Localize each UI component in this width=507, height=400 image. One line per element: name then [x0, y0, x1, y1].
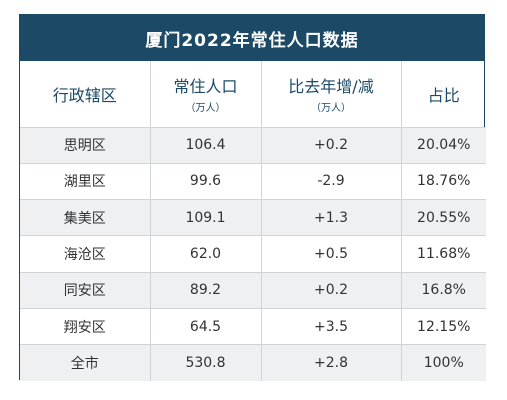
table-row: 湖里区 99.6 -2.9 18.76% [20, 162, 486, 201]
table-row: 思明区 106.4 +0.2 20.04% [20, 126, 486, 164]
population-cell: 64.5 [149, 307, 262, 346]
population-cell: 89.2 [149, 271, 262, 309]
change-cell: +2.8 [260, 344, 402, 382]
change-cell: +1.3 [260, 199, 402, 237]
change-cell: +0.2 [260, 271, 402, 309]
district-cell: 全市 [20, 344, 151, 382]
table-row: 海沧区 62.0 +0.5 11.68% [20, 235, 486, 273]
share-cell: 100% [400, 344, 486, 382]
district-cell: 翔安区 [20, 307, 151, 346]
share-cell: 20.55% [400, 199, 486, 237]
population-cell: 530.8 [149, 344, 262, 382]
population-table: 行政辖区 常住人口 （万人） 比去年增/减 （万人） 占比 思明区 106.4 +0.2… [20, 61, 486, 382]
header-district: 行政辖区 [20, 61, 151, 128]
district-cell: 湖里区 [20, 162, 151, 201]
table-row: 集美区 109.1 +1.3 20.55% [20, 199, 486, 237]
share-cell: 16.8% [400, 271, 486, 309]
table-row: 全市 530.8 +2.8 100% [20, 344, 486, 382]
header-change-label: 比去年增/减 [288, 77, 374, 97]
change-cell: -2.9 [260, 162, 402, 201]
change-cell: +0.5 [260, 235, 402, 273]
population-cell: 99.6 [149, 162, 262, 201]
share-cell: 20.04% [400, 126, 486, 164]
header-change: 比去年增/减 （万人） [260, 61, 402, 128]
district-cell: 集美区 [20, 199, 151, 237]
header-share: 占比 [400, 61, 486, 128]
district-cell: 思明区 [20, 126, 151, 164]
table-title: 厦门2022年常住人口数据 [20, 15, 484, 61]
header-population-label: 常住人口 [173, 77, 238, 97]
district-cell: 海沧区 [20, 235, 151, 273]
header-population-unit: （万人） [185, 103, 226, 115]
population-table-card: 厦门2022年常住人口数据 行政辖区 常住人口 （万人） 比去年增/减 （万人） 占… [19, 14, 486, 382]
district-cell: 同安区 [20, 271, 151, 309]
table-row: 同安区 89.2 +0.2 16.8% [20, 271, 486, 309]
share-cell: 11.68% [400, 235, 486, 273]
population-cell: 109.1 [149, 199, 262, 237]
header-row: 行政辖区 常住人口 （万人） 比去年增/减 （万人） 占比 [20, 61, 486, 128]
header-population: 常住人口 （万人） [149, 61, 262, 128]
population-cell: 62.0 [149, 235, 262, 273]
change-cell: +3.5 [260, 307, 402, 346]
share-cell: 12.15% [400, 307, 486, 346]
population-cell: 106.4 [149, 126, 262, 164]
share-cell: 18.76% [400, 162, 486, 201]
table-row: 翔安区 64.5 +3.5 12.15% [20, 307, 486, 346]
change-cell: +0.2 [260, 126, 402, 164]
header-change-unit: （万人） [311, 103, 351, 115]
header-district-label: 行政辖区 [52, 85, 117, 105]
header-share-label: 占比 [427, 85, 460, 105]
